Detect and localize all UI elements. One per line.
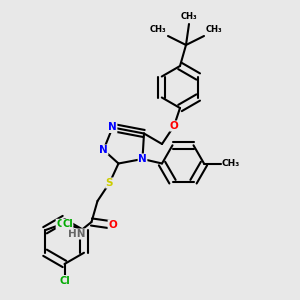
Text: CH₃: CH₃: [206, 26, 222, 34]
Text: Cl: Cl: [62, 219, 73, 229]
Text: CH₃: CH₃: [222, 159, 240, 168]
Text: HN: HN: [68, 229, 85, 239]
Text: O: O: [169, 121, 178, 131]
Text: N: N: [108, 122, 117, 133]
Text: N: N: [138, 154, 147, 164]
Text: S: S: [106, 178, 113, 188]
Text: Cl: Cl: [59, 275, 70, 286]
Text: CH₃: CH₃: [150, 26, 166, 34]
Text: N: N: [99, 145, 108, 155]
Text: Cl: Cl: [56, 219, 67, 229]
Text: CH₃: CH₃: [181, 12, 197, 21]
Text: O: O: [108, 220, 117, 230]
